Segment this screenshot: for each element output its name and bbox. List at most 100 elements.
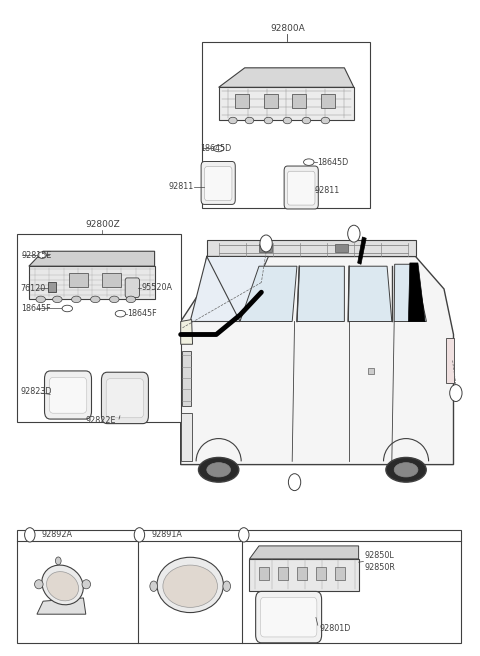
Text: 92811: 92811 (315, 186, 340, 195)
Bar (259, 567, 269, 581)
Text: 92800Z: 92800Z (85, 220, 120, 229)
Ellipse shape (199, 457, 239, 482)
Text: 18645F: 18645F (21, 304, 50, 313)
Text: 76120: 76120 (21, 285, 46, 293)
Bar (321, 94, 335, 108)
Bar (181, 413, 192, 461)
Bar (259, 244, 272, 252)
Text: 18645D: 18645D (200, 144, 231, 153)
Text: 92815E: 92815E (22, 251, 52, 260)
Ellipse shape (47, 571, 79, 601)
Ellipse shape (157, 558, 223, 613)
Ellipse shape (35, 580, 43, 589)
Circle shape (288, 474, 301, 491)
Ellipse shape (283, 117, 292, 124)
Text: 92823D: 92823D (21, 387, 52, 396)
Bar (102, 273, 121, 287)
Text: 92850L: 92850L (364, 551, 394, 560)
Bar (235, 94, 250, 108)
FancyBboxPatch shape (284, 166, 318, 209)
Ellipse shape (245, 117, 254, 124)
Ellipse shape (53, 296, 62, 302)
Bar (368, 368, 374, 373)
Ellipse shape (207, 462, 230, 477)
Polygon shape (180, 319, 192, 344)
Polygon shape (348, 266, 392, 321)
FancyBboxPatch shape (101, 372, 148, 424)
Ellipse shape (394, 462, 418, 477)
Circle shape (239, 527, 249, 542)
Text: 18645F: 18645F (128, 309, 157, 318)
Bar (69, 273, 88, 287)
Text: 92800A: 92800A (270, 24, 305, 33)
Ellipse shape (56, 557, 61, 565)
Ellipse shape (228, 117, 237, 124)
Bar (297, 567, 307, 581)
Ellipse shape (109, 296, 119, 302)
Circle shape (134, 527, 144, 542)
Bar (202, 42, 371, 208)
Text: 95520A: 95520A (141, 283, 172, 292)
Text: b: b (137, 530, 142, 539)
Ellipse shape (150, 581, 157, 592)
Bar (48, 282, 56, 291)
Circle shape (24, 527, 35, 542)
Bar (278, 567, 288, 581)
Polygon shape (180, 256, 454, 464)
Ellipse shape (42, 565, 83, 605)
FancyBboxPatch shape (261, 597, 317, 637)
Polygon shape (394, 264, 426, 321)
Ellipse shape (303, 159, 314, 165)
Bar (264, 94, 278, 108)
Polygon shape (250, 546, 359, 559)
Ellipse shape (72, 296, 81, 302)
Bar (316, 567, 326, 581)
Polygon shape (207, 240, 416, 256)
Text: c: c (352, 229, 356, 238)
Circle shape (260, 235, 272, 252)
Polygon shape (240, 266, 297, 321)
Text: c: c (454, 388, 458, 398)
Text: c: c (241, 530, 246, 539)
FancyBboxPatch shape (256, 592, 322, 643)
Polygon shape (408, 263, 425, 321)
Polygon shape (219, 68, 354, 87)
Bar (335, 244, 348, 252)
Ellipse shape (91, 296, 100, 302)
Text: 92811: 92811 (169, 182, 194, 192)
Polygon shape (358, 237, 366, 264)
FancyBboxPatch shape (201, 161, 235, 205)
Text: 92801D: 92801D (320, 624, 351, 633)
Bar (335, 567, 345, 581)
Polygon shape (190, 256, 268, 321)
Polygon shape (29, 251, 155, 266)
Bar (17, 234, 180, 422)
Ellipse shape (38, 252, 47, 258)
FancyBboxPatch shape (49, 377, 87, 413)
Polygon shape (29, 266, 155, 298)
Text: a: a (264, 239, 269, 248)
Ellipse shape (126, 296, 136, 302)
Bar (292, 94, 306, 108)
Ellipse shape (214, 145, 224, 152)
Polygon shape (250, 559, 359, 592)
Ellipse shape (82, 580, 91, 589)
Polygon shape (37, 598, 86, 614)
FancyBboxPatch shape (288, 171, 315, 205)
Ellipse shape (223, 581, 230, 592)
Ellipse shape (62, 305, 72, 312)
Ellipse shape (302, 117, 311, 124)
Text: 92891A: 92891A (151, 530, 182, 539)
FancyBboxPatch shape (106, 379, 144, 418)
Circle shape (450, 384, 462, 401)
Polygon shape (297, 266, 344, 321)
Text: 18645D: 18645D (317, 157, 348, 167)
FancyBboxPatch shape (45, 371, 92, 419)
Bar (181, 351, 191, 406)
FancyBboxPatch shape (125, 278, 139, 297)
Text: 92822E: 92822E (86, 416, 116, 425)
Ellipse shape (115, 310, 126, 317)
Text: b: b (292, 478, 297, 487)
Ellipse shape (386, 457, 426, 482)
Text: a: a (27, 530, 32, 539)
